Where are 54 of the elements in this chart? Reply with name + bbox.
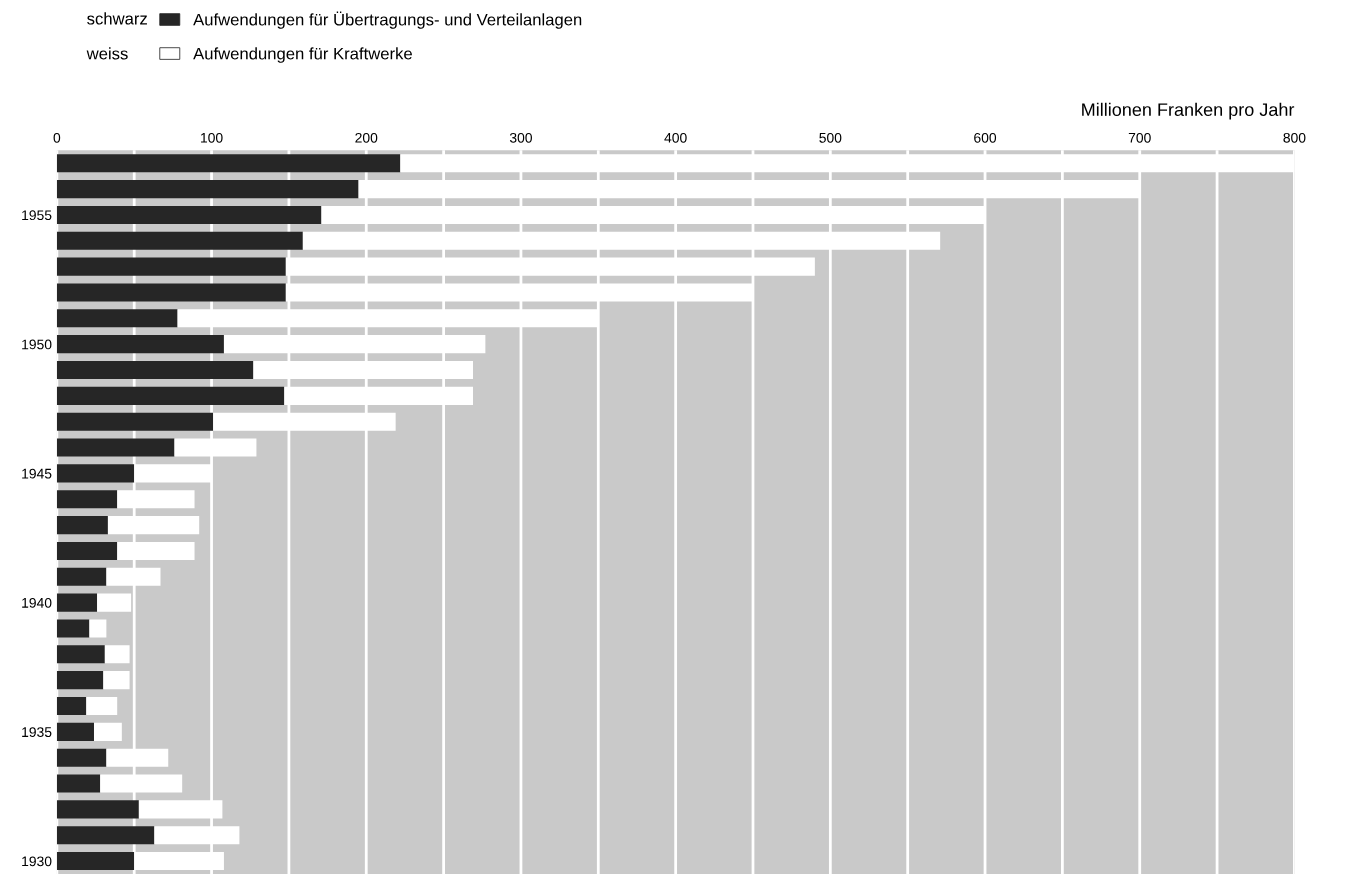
y-tick-label: 1950	[22, 339, 52, 350]
bar	[56, 360, 254, 380]
bar	[86, 696, 118, 716]
bar	[56, 593, 98, 612]
bar	[56, 748, 107, 767]
x-tick-label: 500	[819, 132, 842, 143]
bar	[56, 283, 286, 302]
y-tick-label: 1955	[22, 210, 52, 221]
legend-label: Aufwendungen für Übertragungs- und Verteilanlagen	[193, 11, 582, 29]
x-tick-label: 800	[1283, 132, 1306, 143]
bar	[56, 619, 90, 638]
bar	[56, 516, 108, 535]
x-axis-title: Millionen Franken pro Jahr	[1082, 102, 1295, 120]
x-tick-label: 300	[509, 132, 532, 143]
bar	[56, 386, 285, 405]
x-tick-label: 700	[1128, 132, 1151, 143]
bar	[56, 257, 286, 276]
x-tick-label: 100	[201, 132, 223, 143]
bar	[56, 464, 135, 483]
y-tick-label: 1940	[22, 597, 52, 608]
legend-label: Aufwendungen für Kraftwerke	[193, 47, 412, 63]
x-tick-label: 400	[664, 132, 687, 143]
bar	[56, 826, 155, 845]
bar	[56, 180, 359, 199]
bar	[56, 722, 94, 741]
bar	[56, 567, 107, 586]
bar	[103, 671, 130, 690]
bar	[56, 852, 135, 871]
y-tick-label: 1935	[22, 727, 52, 738]
bar	[56, 800, 139, 819]
y-tick-label: 1930	[22, 856, 52, 867]
bar	[104, 645, 130, 664]
bar	[56, 154, 401, 173]
text: weiss	[86, 47, 128, 60]
bar	[56, 541, 118, 560]
x-tick-label: 0	[53, 132, 61, 143]
bar	[56, 438, 175, 457]
bar	[56, 490, 118, 509]
y-tick-label: 1945	[22, 468, 52, 479]
bar	[56, 774, 101, 793]
bar	[56, 309, 178, 328]
bar	[56, 412, 214, 431]
bar	[56, 335, 224, 354]
bar	[56, 696, 87, 716]
x-tick-label: 200	[355, 132, 378, 143]
bar	[56, 231, 303, 250]
bar	[89, 619, 107, 638]
bar	[56, 645, 105, 664]
text: schwarz	[87, 12, 147, 25]
bar	[93, 722, 122, 741]
bar	[97, 593, 132, 612]
x-tick-label: 600	[974, 132, 997, 143]
bar	[56, 671, 104, 690]
bar	[56, 205, 322, 224]
